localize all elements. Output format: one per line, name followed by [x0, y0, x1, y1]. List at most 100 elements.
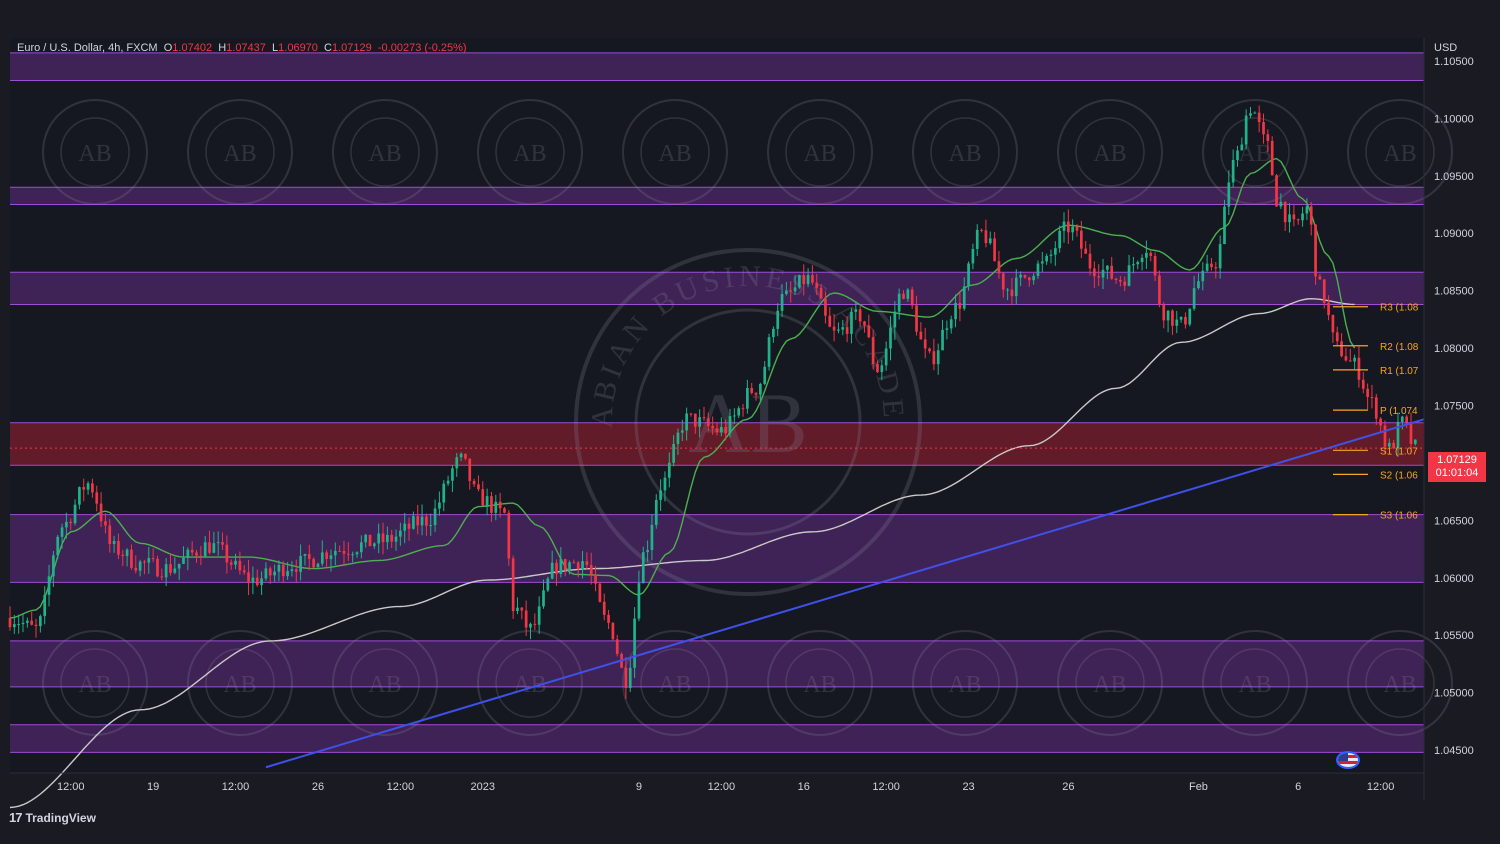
candle[interactable]: [1084, 240, 1088, 254]
tradingview-logo[interactable]: 17 TradingView: [9, 810, 96, 825]
candle[interactable]: [1231, 149, 1235, 188]
candle[interactable]: [420, 504, 424, 536]
candle[interactable]: [1158, 270, 1161, 308]
candle[interactable]: [975, 224, 979, 256]
candle[interactable]: [1205, 254, 1209, 273]
candle[interactable]: [798, 274, 801, 289]
candle[interactable]: [208, 530, 211, 555]
candle[interactable]: [884, 341, 888, 371]
candle[interactable]: [719, 417, 723, 437]
us-flag-icon[interactable]: [1336, 751, 1360, 769]
candle[interactable]: [481, 481, 485, 506]
candle[interactable]: [754, 392, 758, 401]
trendline-layer[interactable]: [10, 418, 1425, 769]
price-zone[interactable]: [10, 724, 1424, 753]
candle[interactable]: [759, 382, 762, 403]
candle[interactable]: [737, 406, 741, 419]
candle[interactable]: [507, 509, 511, 566]
candle[interactable]: [221, 532, 224, 551]
candle[interactable]: [1409, 412, 1413, 453]
candle[interactable]: [1123, 276, 1127, 292]
candle[interactable]: [1262, 113, 1265, 144]
candle[interactable]: [928, 347, 931, 354]
candle[interactable]: [433, 499, 437, 532]
candle[interactable]: [542, 579, 545, 609]
candle[interactable]: [1270, 136, 1274, 176]
candle[interactable]: [910, 286, 914, 309]
candle[interactable]: [1014, 269, 1018, 305]
candle[interactable]: [95, 485, 99, 512]
candle[interactable]: [607, 609, 610, 630]
ascending-trendline[interactable]: [265, 418, 1425, 769]
candle[interactable]: [672, 435, 675, 467]
candle[interactable]: [615, 634, 619, 657]
candle[interactable]: [56, 534, 60, 559]
candle[interactable]: [1279, 193, 1283, 210]
candle[interactable]: [251, 566, 255, 595]
candle[interactable]: [1184, 312, 1187, 329]
candle[interactable]: [316, 562, 320, 568]
candle[interactable]: [386, 526, 389, 550]
candle[interactable]: [854, 302, 858, 320]
candle[interactable]: [941, 319, 944, 351]
candle[interactable]: [1361, 372, 1365, 394]
candle[interactable]: [516, 597, 519, 615]
candle[interactable]: [858, 306, 862, 328]
candle[interactable]: [598, 581, 602, 603]
candle[interactable]: [1400, 415, 1404, 430]
candle[interactable]: [73, 499, 77, 526]
candle[interactable]: [1036, 260, 1040, 280]
candle[interactable]: [1379, 417, 1382, 433]
candle[interactable]: [238, 551, 242, 575]
candle[interactable]: [988, 231, 992, 245]
currency-label[interactable]: USD: [1434, 42, 1458, 54]
candle[interactable]: [1223, 199, 1226, 245]
candle[interactable]: [277, 560, 281, 582]
candle[interactable]: [260, 571, 263, 595]
candle[interactable]: [108, 519, 112, 553]
candle[interactable]: [1275, 173, 1278, 207]
candle[interactable]: [468, 458, 472, 490]
candle[interactable]: [17, 614, 21, 634]
candle[interactable]: [876, 360, 879, 374]
candle[interactable]: [1023, 274, 1027, 280]
candle[interactable]: [1322, 279, 1326, 309]
candle[interactable]: [125, 548, 129, 567]
candle[interactable]: [377, 523, 381, 554]
slow-moving-average-line[interactable]: [9, 297, 1355, 809]
candle[interactable]: [815, 273, 819, 296]
candle[interactable]: [1175, 311, 1179, 334]
candle[interactable]: [954, 294, 957, 328]
candle[interactable]: [1006, 287, 1009, 301]
candle[interactable]: [993, 231, 996, 262]
candle[interactable]: [1197, 273, 1200, 290]
candle[interactable]: [494, 494, 498, 521]
candle[interactable]: [412, 511, 415, 530]
candle[interactable]: [312, 557, 315, 569]
candle[interactable]: [923, 327, 927, 359]
candle[interactable]: [728, 408, 732, 438]
candle[interactable]: [811, 265, 814, 285]
candle[interactable]: [945, 320, 949, 340]
candle[interactable]: [390, 529, 394, 548]
candle[interactable]: [325, 549, 328, 568]
candle[interactable]: [1392, 439, 1395, 449]
candle[interactable]: [1179, 316, 1183, 323]
candle[interactable]: [936, 343, 940, 375]
candle[interactable]: [633, 607, 636, 678]
candle[interactable]: [472, 478, 476, 488]
candle[interactable]: [177, 563, 181, 581]
candle[interactable]: [971, 243, 975, 270]
candle[interactable]: [503, 506, 506, 514]
candle[interactable]: [264, 562, 268, 581]
candle[interactable]: [1309, 201, 1313, 236]
candle[interactable]: [1327, 295, 1330, 321]
candle[interactable]: [294, 559, 298, 583]
candle[interactable]: [195, 549, 198, 563]
candle[interactable]: [169, 553, 172, 576]
candle[interactable]: [307, 544, 311, 571]
candle[interactable]: [1114, 277, 1118, 284]
candle[interactable]: [112, 535, 116, 553]
candle[interactable]: [828, 307, 832, 328]
candle[interactable]: [8, 606, 12, 631]
